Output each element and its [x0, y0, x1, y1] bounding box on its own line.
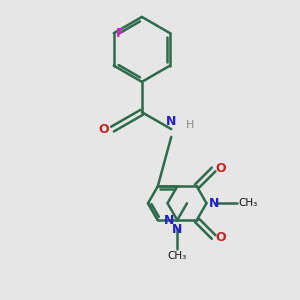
Text: N: N [209, 197, 220, 210]
Text: N: N [166, 115, 176, 128]
Text: CH₃: CH₃ [239, 198, 258, 208]
Text: O: O [216, 231, 226, 244]
Text: N: N [171, 223, 182, 236]
Text: O: O [98, 123, 109, 136]
Text: F: F [116, 27, 125, 40]
Text: O: O [216, 162, 226, 175]
Text: CH₃: CH₃ [168, 251, 187, 261]
Text: N: N [164, 214, 175, 226]
Text: H: H [185, 120, 194, 130]
